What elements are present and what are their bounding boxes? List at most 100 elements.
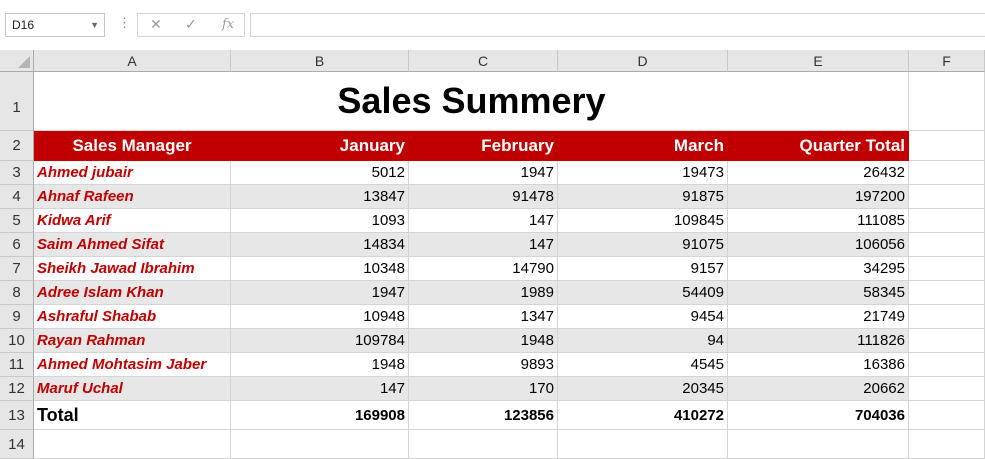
select-all-button[interactable] bbox=[0, 50, 34, 72]
cancel-icon[interactable]: ✕ bbox=[150, 16, 162, 32]
february-value[interactable]: 1948 bbox=[409, 329, 558, 353]
quarter-total-value[interactable]: 21749 bbox=[728, 305, 909, 329]
january-value[interactable]: 1093 bbox=[231, 209, 409, 233]
cell[interactable] bbox=[909, 209, 985, 233]
cell[interactable] bbox=[909, 72, 985, 131]
enter-icon[interactable]: ✓ bbox=[185, 16, 197, 32]
column-header-d[interactable]: D bbox=[558, 50, 728, 72]
cell[interactable] bbox=[909, 430, 985, 459]
march-value[interactable]: 91875 bbox=[558, 185, 728, 209]
february-total[interactable]: 123856 bbox=[409, 401, 558, 430]
chevron-down-icon[interactable]: ▼ bbox=[90, 20, 99, 30]
quarter-total-value[interactable]: 34295 bbox=[728, 257, 909, 281]
february-value[interactable]: 14790 bbox=[409, 257, 558, 281]
cell[interactable] bbox=[909, 353, 985, 377]
cell[interactable] bbox=[909, 131, 985, 161]
february-value[interactable]: 170 bbox=[409, 377, 558, 401]
march-value[interactable]: 9157 bbox=[558, 257, 728, 281]
cell[interactable] bbox=[231, 430, 409, 459]
cell[interactable] bbox=[409, 430, 558, 459]
march-value[interactable]: 109845 bbox=[558, 209, 728, 233]
january-value[interactable]: 13847 bbox=[231, 185, 409, 209]
column-header-f[interactable]: F bbox=[909, 50, 985, 72]
manager-name[interactable]: Rayan Rahman bbox=[34, 329, 231, 353]
manager-name[interactable]: Ahnaf Rafeen bbox=[34, 185, 231, 209]
header-sales-manager[interactable]: Sales Manager bbox=[34, 131, 231, 161]
cell[interactable] bbox=[909, 185, 985, 209]
manager-name[interactable]: Sheikh Jawad Ibrahim bbox=[34, 257, 231, 281]
quarter-total-value[interactable]: 20662 bbox=[728, 377, 909, 401]
cell[interactable] bbox=[909, 329, 985, 353]
quarter-total-value[interactable]: 197200 bbox=[728, 185, 909, 209]
column-header-e[interactable]: E bbox=[728, 50, 909, 72]
quarter-total-grand[interactable]: 704036 bbox=[728, 401, 909, 430]
cell[interactable] bbox=[728, 430, 909, 459]
january-total[interactable]: 169908 bbox=[231, 401, 409, 430]
header-quarter-total[interactable]: Quarter Total bbox=[728, 131, 909, 161]
cell[interactable] bbox=[909, 257, 985, 281]
row-header-13[interactable]: 13 bbox=[0, 401, 34, 430]
january-value[interactable]: 10948 bbox=[231, 305, 409, 329]
quarter-total-value[interactable]: 16386 bbox=[728, 353, 909, 377]
march-value[interactable]: 20345 bbox=[558, 377, 728, 401]
january-value[interactable]: 1947 bbox=[231, 281, 409, 305]
insert-function-icon[interactable]: fx bbox=[222, 17, 235, 32]
row-header-1[interactable]: 1 bbox=[0, 72, 34, 131]
february-value[interactable]: 1347 bbox=[409, 305, 558, 329]
name-box[interactable]: D16 ▼ bbox=[5, 13, 105, 37]
row-header-11[interactable]: 11 bbox=[0, 353, 34, 377]
manager-name[interactable]: Ashraful Shabab bbox=[34, 305, 231, 329]
february-value[interactable]: 147 bbox=[409, 233, 558, 257]
row-header-2[interactable]: 2 bbox=[0, 131, 34, 161]
row-header-6[interactable]: 6 bbox=[0, 233, 34, 257]
january-value[interactable]: 14834 bbox=[231, 233, 409, 257]
cell[interactable] bbox=[909, 305, 985, 329]
cell[interactable] bbox=[34, 430, 231, 459]
march-value[interactable]: 94 bbox=[558, 329, 728, 353]
march-value[interactable]: 19473 bbox=[558, 161, 728, 185]
manager-name[interactable]: Kidwa Arif bbox=[34, 209, 231, 233]
january-value[interactable]: 109784 bbox=[231, 329, 409, 353]
row-header-12[interactable]: 12 bbox=[0, 377, 34, 401]
row-header-9[interactable]: 9 bbox=[0, 305, 34, 329]
quarter-total-value[interactable]: 106056 bbox=[728, 233, 909, 257]
manager-name[interactable]: Adree Islam Khan bbox=[34, 281, 231, 305]
march-value[interactable]: 91075 bbox=[558, 233, 728, 257]
cell[interactable] bbox=[909, 281, 985, 305]
row-header-14[interactable]: 14 bbox=[0, 430, 34, 459]
quarter-total-value[interactable]: 26432 bbox=[728, 161, 909, 185]
header-march[interactable]: March bbox=[558, 131, 728, 161]
march-value[interactable]: 54409 bbox=[558, 281, 728, 305]
quarter-total-value[interactable]: 111826 bbox=[728, 329, 909, 353]
column-header-a[interactable]: A bbox=[34, 50, 231, 72]
january-value[interactable]: 5012 bbox=[231, 161, 409, 185]
march-value[interactable]: 4545 bbox=[558, 353, 728, 377]
quarter-total-value[interactable]: 111085 bbox=[728, 209, 909, 233]
column-header-c[interactable]: C bbox=[409, 50, 558, 72]
manager-name[interactable]: Maruf Uchal bbox=[34, 377, 231, 401]
february-value[interactable]: 9893 bbox=[409, 353, 558, 377]
row-header-5[interactable]: 5 bbox=[0, 209, 34, 233]
header-february[interactable]: February bbox=[409, 131, 558, 161]
manager-name[interactable]: Ahmed Mohtasim Jaber bbox=[34, 353, 231, 377]
cell[interactable] bbox=[909, 401, 985, 430]
january-value[interactable]: 147 bbox=[231, 377, 409, 401]
column-header-b[interactable]: B bbox=[231, 50, 409, 72]
january-value[interactable]: 1948 bbox=[231, 353, 409, 377]
title-cell[interactable]: Sales Summery bbox=[34, 72, 909, 131]
quarter-total-value[interactable]: 58345 bbox=[728, 281, 909, 305]
cell[interactable] bbox=[909, 233, 985, 257]
february-value[interactable]: 91478 bbox=[409, 185, 558, 209]
march-total[interactable]: 410272 bbox=[558, 401, 728, 430]
more-options-icon[interactable]: ⋮ bbox=[118, 15, 131, 30]
february-value[interactable]: 147 bbox=[409, 209, 558, 233]
manager-name[interactable]: Saim Ahmed Sifat bbox=[34, 233, 231, 257]
row-header-10[interactable]: 10 bbox=[0, 329, 34, 353]
cell[interactable] bbox=[909, 377, 985, 401]
february-value[interactable]: 1947 bbox=[409, 161, 558, 185]
row-header-7[interactable]: 7 bbox=[0, 257, 34, 281]
january-value[interactable]: 10348 bbox=[231, 257, 409, 281]
cell[interactable] bbox=[558, 430, 728, 459]
manager-name[interactable]: Ahmed jubair bbox=[34, 161, 231, 185]
row-header-8[interactable]: 8 bbox=[0, 281, 34, 305]
